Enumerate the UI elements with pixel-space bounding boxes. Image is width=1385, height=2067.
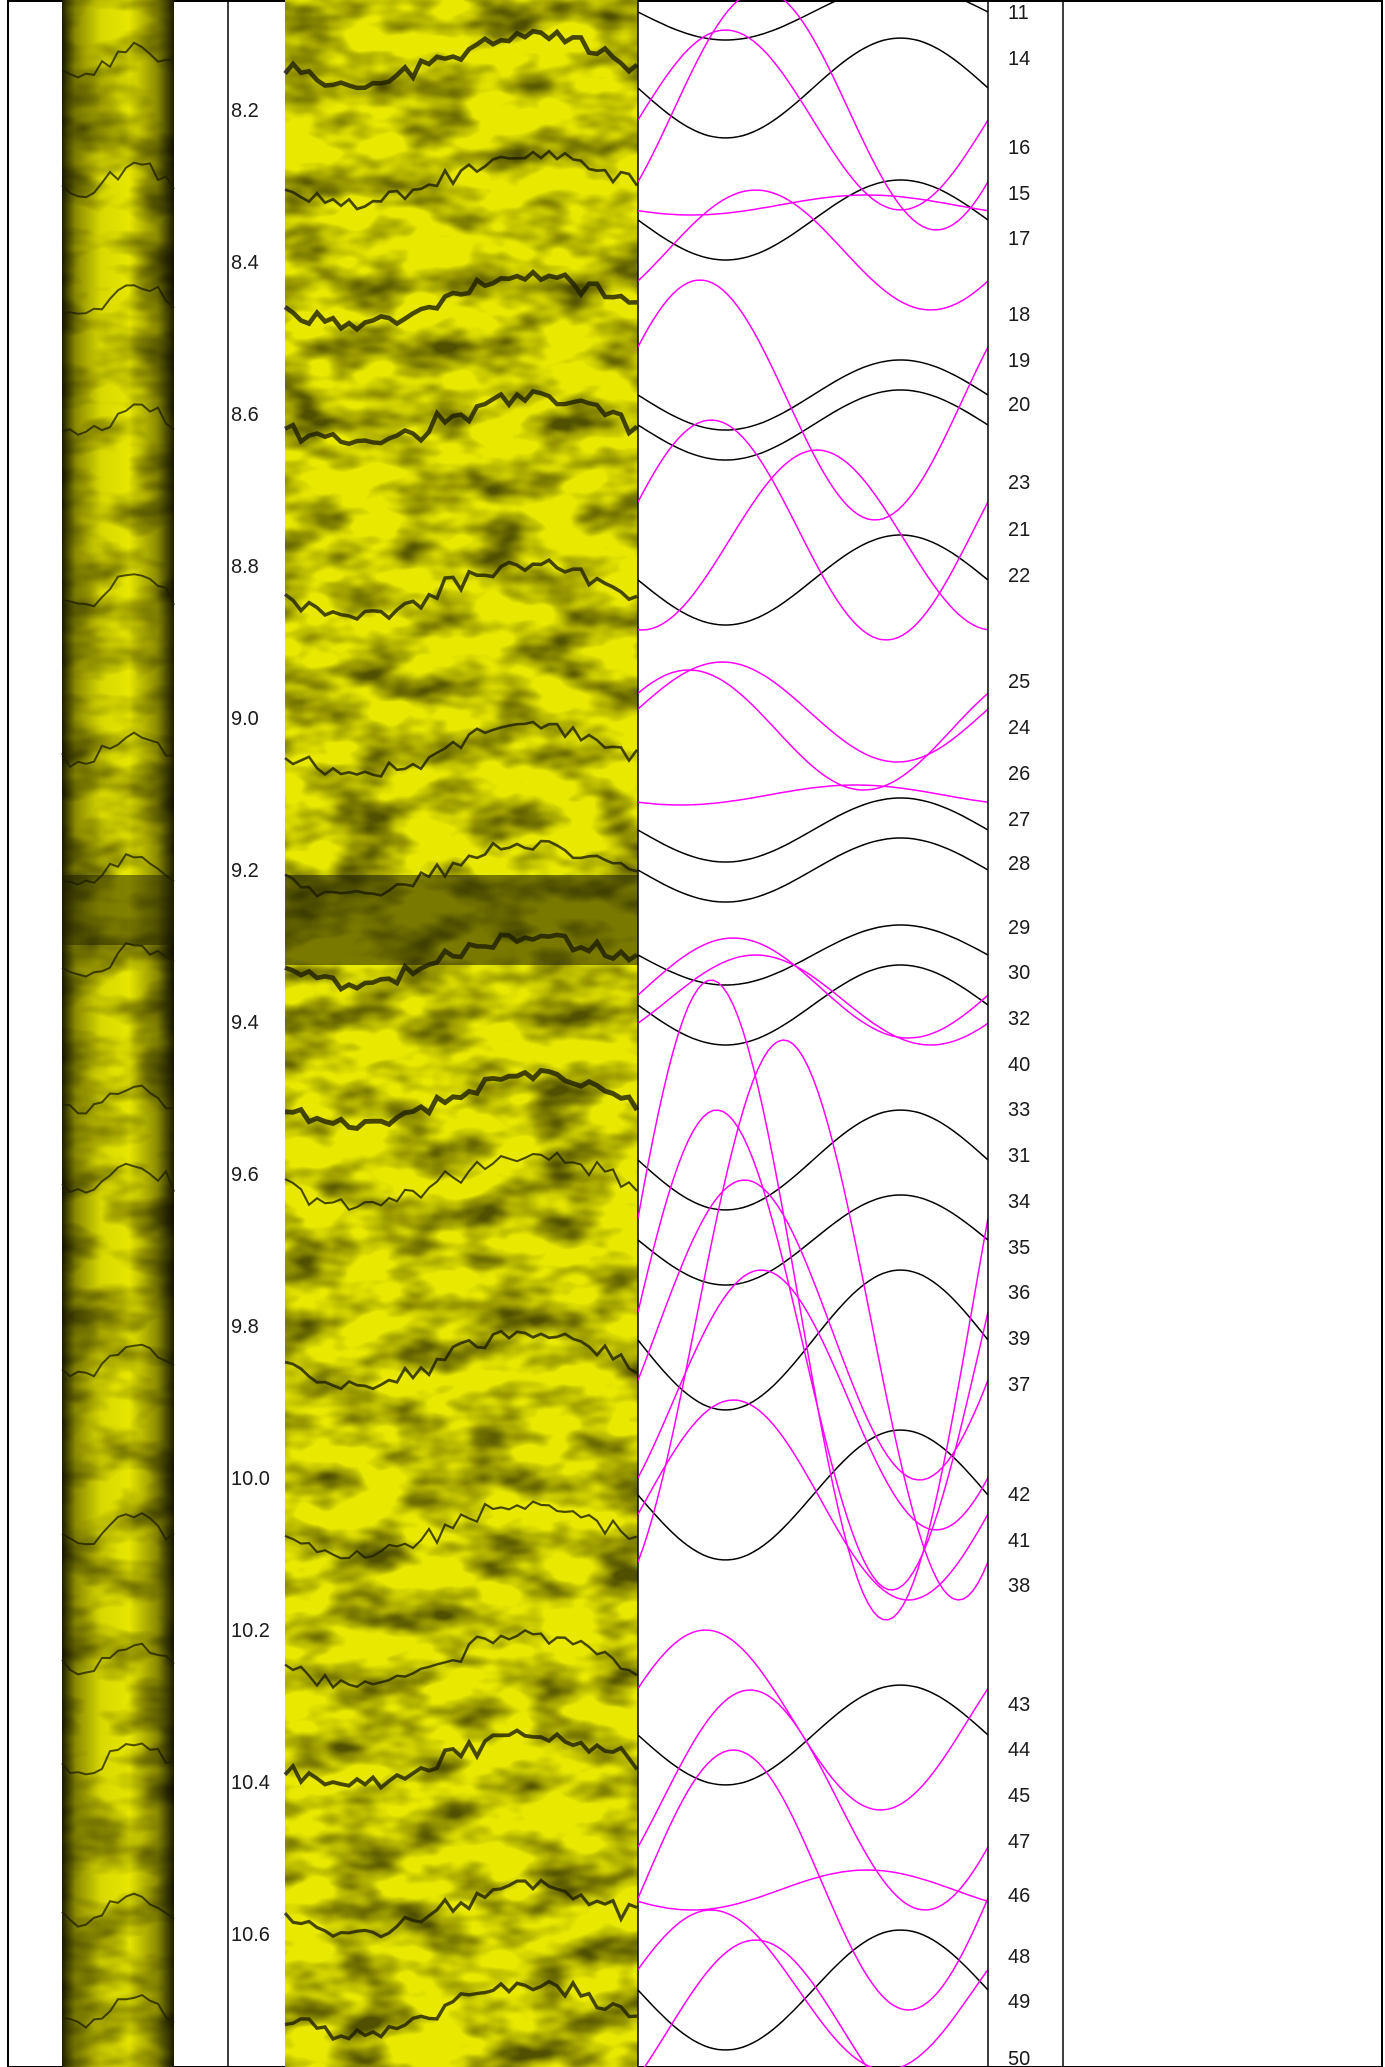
fracture-id: 48 (1008, 1946, 1030, 1968)
depth-label: 9.4 (231, 1012, 259, 1034)
fracture-sinusoid-black (638, 535, 988, 625)
fracture-sinusoid-magenta (638, 938, 988, 1038)
log-frame (8, 1, 1382, 2067)
fracture-sinusoid-black (638, 360, 988, 430)
fracture-id: 11 (1008, 2, 1029, 24)
fracture-id: 43 (1008, 1694, 1030, 1716)
depth-label: 8.4 (231, 252, 259, 274)
fracture-sinusoid-black (638, 38, 988, 138)
fracture-id: 33 (1008, 1099, 1030, 1121)
fracture-id: 26 (1008, 763, 1030, 785)
fracture-id: 39 (1008, 1328, 1030, 1350)
fracture-sinusoid-magenta (638, 1040, 988, 1600)
fracture-id: 24 (1008, 717, 1030, 739)
core-cylinder-texture (62, 0, 174, 2067)
fracture-id: 32 (1008, 1008, 1030, 1030)
fracture-id: 45 (1008, 1785, 1030, 1807)
fracture-id: 20 (1008, 394, 1030, 416)
fracture-id: 27 (1008, 809, 1030, 831)
fracture-sinusoid-magenta (638, 670, 988, 790)
fracture-id: 38 (1008, 1575, 1030, 1597)
fracture-id: 41 (1008, 1530, 1030, 1552)
fracture-id: 44 (1008, 1739, 1030, 1761)
fracture-sinusoid-magenta (638, 1940, 988, 2067)
depth-label: 8.8 (231, 556, 259, 578)
fracture-sinusoid-magenta (638, 1690, 988, 1910)
fracture-id: 50 (1008, 2048, 1030, 2067)
fracture-id: 18 (1008, 304, 1030, 326)
fracture-id: 17 (1008, 228, 1030, 250)
fracture-id: 37 (1008, 1374, 1030, 1396)
core-3d-track (62, 0, 174, 2067)
fracture-id: 15 (1008, 183, 1030, 205)
core-dark-band (62, 875, 174, 945)
fracture-id: 23 (1008, 472, 1030, 494)
fracture-sinusoid-black (638, 798, 988, 862)
fracture-sinusoid-black (638, 1110, 988, 1210)
fracture-id: 40 (1008, 1054, 1030, 1076)
fracture-id: 16 (1008, 137, 1030, 159)
fracture-sinusoid-magenta (638, 450, 988, 630)
fracture-id: 14 (1008, 48, 1030, 70)
fracture-id: 42 (1008, 1484, 1030, 1506)
image-dark-band (285, 875, 638, 965)
depth-label: 8.2 (231, 100, 259, 122)
fracture-id: 34 (1008, 1191, 1030, 1213)
fracture-sinusoid-black (638, 1195, 988, 1285)
fracture-id: 46 (1008, 1885, 1030, 1907)
fracture-id: 29 (1008, 917, 1030, 939)
depth-label: 10.2 (231, 1620, 270, 1642)
depth-labels: 8.2 8.4 8.6 8.8 9.0 9.2 9.4 9.6 9.8 10.0 10.2 10.4 1… (231, 100, 270, 1946)
fracture-sinusoid-magenta (638, 785, 988, 805)
unrolled-image-track (285, 0, 638, 2067)
fracture-sinusoids (638, 0, 988, 2067)
fracture-id: 31 (1008, 1145, 1030, 1167)
fracture-sinusoid-black (638, 1430, 988, 1560)
fracture-sinusoid-magenta (638, 980, 988, 1620)
fracture-id: 49 (1008, 1991, 1030, 2013)
fracture-id: 36 (1008, 1282, 1030, 1304)
fracture-id: 30 (1008, 962, 1030, 984)
depth-label: 10.0 (231, 1468, 270, 1490)
fracture-id-track: 11 14 16 15 17 18 19 20 23 21 22 25 24 26 27 28 29 30 32 40… (1008, 0, 1063, 2067)
fracture-sinusoid-magenta (638, 1180, 988, 1480)
fracture-sinusoid-magenta (638, 1270, 988, 1530)
fracture-sinusoid-black (638, 0, 988, 40)
fracture-sinusoid-black (638, 838, 988, 902)
fracture-id: 35 (1008, 1237, 1030, 1259)
fracture-sinusoid-black (638, 1930, 988, 2050)
fracture-id: 25 (1008, 671, 1030, 693)
fracture-id: 21 (1008, 519, 1030, 541)
sinusoid-track (638, 0, 988, 2067)
depth-scale-track: 8.2 8.4 8.6 8.8 9.0 9.2 9.4 9.6 9.8 10.0 10.2 10.4 1… (228, 0, 270, 2067)
depth-label: 9.2 (231, 860, 259, 882)
fracture-id: 19 (1008, 350, 1030, 372)
fracture-sinusoid-magenta (638, 1630, 988, 1810)
fracture-sinusoid-magenta (638, 190, 988, 310)
fracture-sinusoid-magenta (638, 280, 988, 520)
fracture-sinusoid-magenta (638, 1750, 988, 2010)
depth-label: 10.4 (231, 1772, 270, 1794)
depth-label: 10.6 (231, 1924, 270, 1946)
depth-label: 9.0 (231, 708, 259, 730)
fracture-id: 22 (1008, 565, 1030, 587)
fracture-id: 47 (1008, 1831, 1030, 1853)
depth-label: 9.6 (231, 1164, 259, 1186)
fracture-sinusoid-magenta (638, 1910, 988, 2067)
depth-label: 9.8 (231, 1316, 259, 1338)
fracture-id-labels: 11 14 16 15 17 18 19 20 23 21 22 25 24 26 27 28 29 30 32 40… (1008, 2, 1030, 2067)
fracture-sinusoid-magenta (638, 30, 988, 210)
fracture-id: 28 (1008, 853, 1030, 875)
depth-label: 8.6 (231, 404, 259, 426)
fracture-sinusoid-magenta (638, 195, 988, 215)
fracture-sinusoid-magenta (638, 1870, 988, 1910)
